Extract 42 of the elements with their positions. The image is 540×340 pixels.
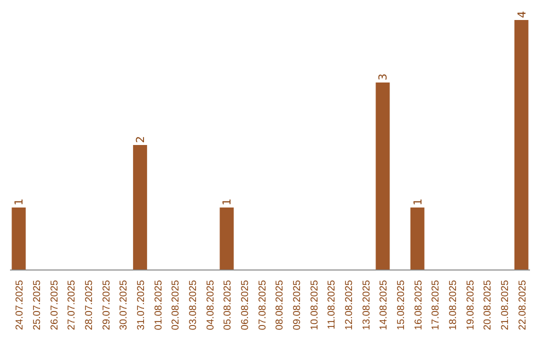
x-tick-label: 21.08.2025 xyxy=(500,280,511,330)
x-tick-label: 13.08.2025 xyxy=(361,280,372,330)
x-tick-label: 15.08.2025 xyxy=(396,280,407,330)
x-tick-label: 04.08.2025 xyxy=(205,280,216,330)
x-tick-label: 09.08.2025 xyxy=(292,280,303,330)
x-tick-label: 19.08.2025 xyxy=(465,280,476,330)
bar xyxy=(12,208,26,270)
data-label: 4 xyxy=(515,11,528,18)
x-tick-label: 25.07.2025 xyxy=(32,280,43,330)
bar xyxy=(410,208,424,270)
x-tick-label: 05.08.2025 xyxy=(222,280,234,330)
x-tick-label: 14.08.2025 xyxy=(378,280,390,330)
bar xyxy=(376,82,390,270)
x-tick-label: 02.08.2025 xyxy=(170,280,182,330)
x-tick-label: 27.07.2025 xyxy=(66,280,78,330)
x-tick-label: 10.08.2025 xyxy=(309,280,320,330)
x-tick-label: 24.07.2025 xyxy=(14,280,26,330)
x-tick-label: 29.07.2025 xyxy=(101,280,112,330)
x-tick-label: 31.07.2025 xyxy=(136,280,147,330)
x-tick-label: 20.08.2025 xyxy=(482,280,494,330)
data-label: 1 xyxy=(220,198,234,206)
x-tick-label: 16.08.2025 xyxy=(413,280,424,330)
data-label: 1 xyxy=(411,198,424,206)
x-tick-label: 26.07.2025 xyxy=(49,280,60,330)
x-tick-label: 06.08.2025 xyxy=(240,280,251,330)
x-tick-label: 22.08.2025 xyxy=(517,280,528,330)
data-label: 3 xyxy=(376,74,390,80)
x-tick-label: 11.08.2025 xyxy=(326,280,338,330)
bar xyxy=(220,208,234,270)
x-tick-label: 01.08.2025 xyxy=(153,280,164,330)
data-label: 2 xyxy=(134,136,148,143)
bar xyxy=(514,20,528,270)
x-tick-label: 28.07.2025 xyxy=(84,280,95,330)
x-tick-label: 30.07.2025 xyxy=(118,280,130,330)
x-tick-label: 08.08.2025 xyxy=(274,280,286,330)
x-tick-label: 12.08.2025 xyxy=(344,280,355,330)
x-tick-label: 03.08.2025 xyxy=(188,280,199,330)
data-label: 1 xyxy=(12,198,26,206)
x-tick-label: 18.08.2025 xyxy=(448,280,459,330)
bar xyxy=(133,145,148,270)
x-tick-label: 17.08.2025 xyxy=(430,280,442,330)
x-tick-label: 07.08.2025 xyxy=(257,280,268,330)
